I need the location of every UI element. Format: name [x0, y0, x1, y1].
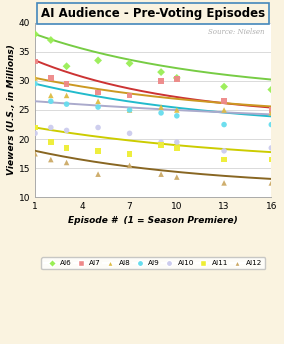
Point: [49, 139, 53, 145]
Point: [64, 128, 69, 133]
Point: [64, 81, 69, 86]
Point: [96, 98, 100, 104]
Y-axis label: Viewers (U.S., in Millions): Viewers (U.S., in Millions): [7, 45, 16, 175]
Point: [96, 58, 100, 63]
Point: [33, 131, 37, 136]
Point: [175, 145, 179, 151]
Point: [222, 180, 226, 186]
Point: [49, 75, 53, 80]
Point: [175, 76, 179, 82]
Point: [33, 59, 37, 64]
Point: [49, 157, 53, 162]
Point: [49, 93, 53, 98]
Point: [127, 151, 132, 157]
Point: [33, 81, 37, 86]
Point: [49, 98, 53, 104]
X-axis label: Episode #  (1 = Season Premiere): Episode # (1 = Season Premiere): [68, 216, 238, 225]
Point: [96, 104, 100, 110]
Point: [222, 157, 226, 162]
Point: [64, 64, 69, 69]
Point: [33, 151, 37, 157]
Point: [159, 139, 163, 145]
Point: [159, 110, 163, 116]
Point: [64, 160, 69, 165]
Point: [127, 61, 132, 66]
Point: [175, 113, 179, 119]
Point: [159, 171, 163, 177]
Point: [222, 122, 226, 127]
Point: [49, 125, 53, 130]
Point: [159, 69, 163, 75]
Point: [269, 110, 273, 116]
Point: [222, 148, 226, 153]
Point: [159, 142, 163, 148]
Point: [127, 163, 132, 168]
Point: [127, 107, 132, 113]
Point: [269, 180, 273, 186]
Point: [127, 131, 132, 136]
Point: [159, 104, 163, 110]
Point: [96, 148, 100, 153]
Text: Source: Nielsen: Source: Nielsen: [208, 28, 264, 36]
Point: [96, 125, 100, 130]
Point: [64, 101, 69, 107]
Point: [222, 84, 226, 89]
Point: [127, 107, 132, 113]
Point: [64, 145, 69, 151]
Point: [269, 157, 273, 162]
Point: [269, 122, 273, 127]
Point: [33, 75, 37, 80]
Point: [269, 87, 273, 92]
Point: [49, 37, 53, 43]
Point: [175, 174, 179, 180]
Point: [222, 107, 226, 113]
Legend: AI6, AI7, AI8, AI9, AI10, AI11, AI12: AI6, AI7, AI8, AI9, AI10, AI11, AI12: [41, 257, 265, 269]
Point: [269, 145, 273, 151]
Point: [127, 93, 132, 98]
Point: [269, 107, 273, 113]
Point: [96, 171, 100, 177]
Point: [175, 107, 179, 113]
Point: [222, 98, 226, 104]
Point: [33, 31, 37, 37]
Point: [33, 125, 37, 130]
Point: [175, 139, 179, 145]
Point: [96, 90, 100, 95]
Point: [64, 93, 69, 98]
Point: [175, 75, 179, 80]
Title: AI Audience - Pre-Voting Episodes: AI Audience - Pre-Voting Episodes: [41, 7, 265, 20]
Point: [159, 78, 163, 84]
